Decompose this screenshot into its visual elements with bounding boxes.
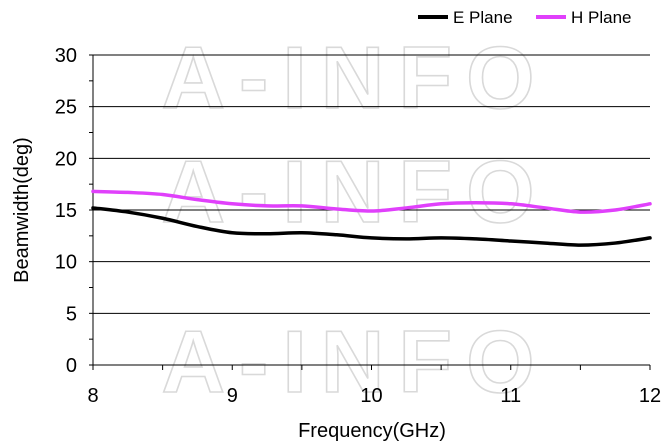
x-tick-label-11: 11: [500, 385, 521, 407]
y-tick-labels: 0 5 10 15 20 25 30: [55, 45, 77, 377]
series-line-0: [91, 206, 652, 247]
watermark: A-INFO A-INFO A-INFO: [161, 27, 548, 412]
axes: [89, 54, 651, 370]
y-tick-label-15: 15: [55, 200, 77, 222]
series-line-1: [91, 189, 652, 214]
legend: E Plane H Plane: [418, 8, 631, 27]
watermark-text-2: A-INFO: [161, 142, 548, 241]
x-tick-labels: 8 9 10 11 12: [87, 385, 661, 407]
y-tick-label-30: 30: [55, 45, 77, 67]
x-tick-label-9: 9: [227, 385, 238, 407]
watermark-text-1: A-INFO: [161, 28, 548, 127]
series-lines: [91, 189, 652, 247]
y-tick-label-0: 0: [66, 355, 77, 377]
y-tick-label-10: 10: [55, 252, 77, 274]
y-tick-label-5: 5: [66, 303, 77, 325]
legend-label-1: H Plane: [571, 8, 631, 27]
x-tick-label-8: 8: [87, 385, 98, 407]
x-tick-label-10: 10: [360, 385, 382, 407]
y-tick-label-20: 20: [55, 148, 77, 170]
y-tick-label-25: 25: [55, 97, 77, 119]
x-axis-title: Frequency(GHz): [298, 420, 446, 442]
x-tick-label-12: 12: [639, 385, 661, 407]
legend-label-0: E Plane: [453, 8, 513, 27]
y-axis-title: Beamwidth(deg): [11, 137, 33, 283]
watermark-text-3: A-INFO: [161, 312, 548, 411]
